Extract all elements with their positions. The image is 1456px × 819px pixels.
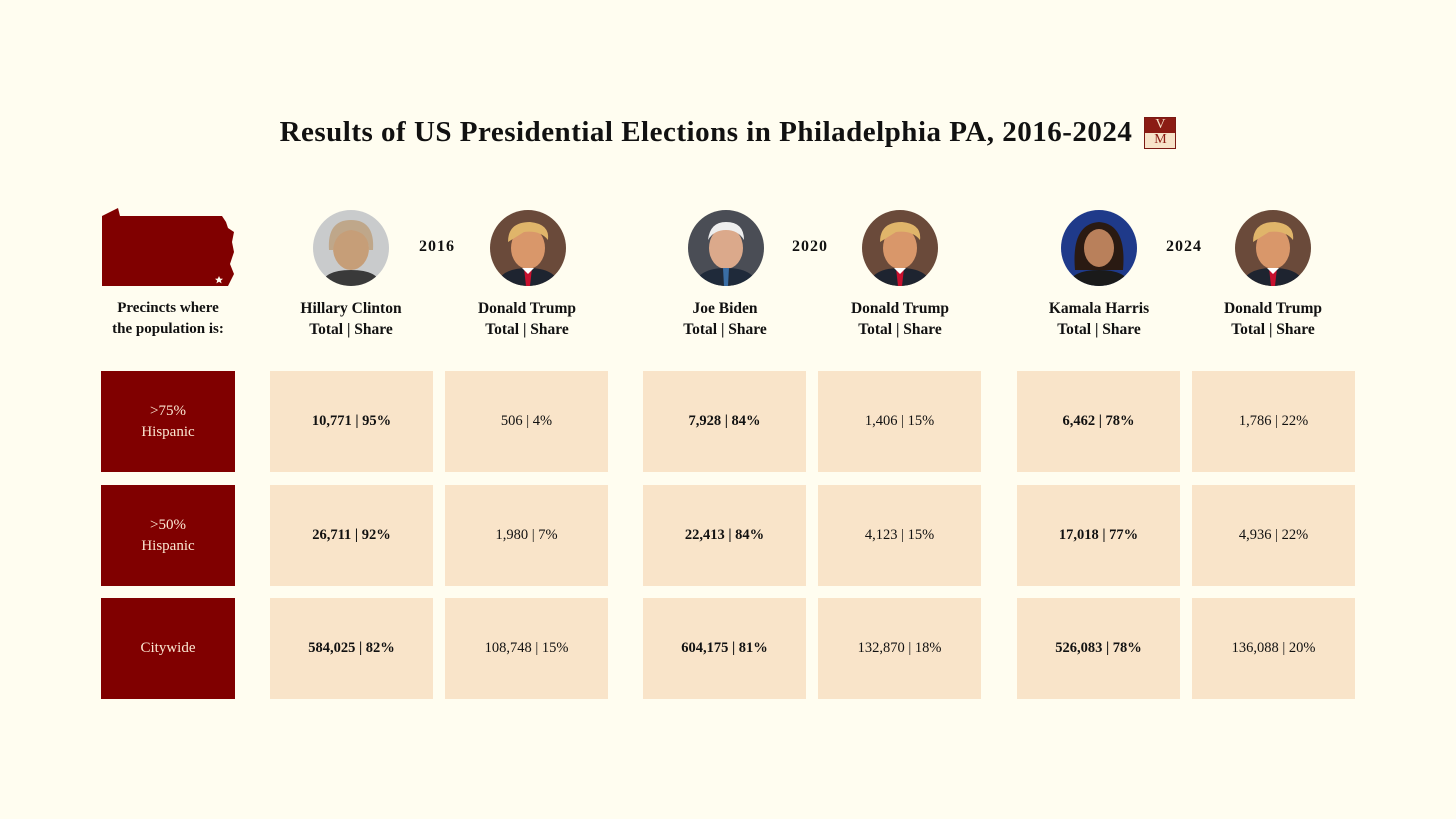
- precinct-label: Precincts where the population is:: [100, 298, 236, 340]
- data-cell: 7,928 | 84%: [643, 371, 806, 472]
- kamala-harris-portrait: [1061, 210, 1137, 286]
- data-cell: 506 | 4%: [445, 371, 608, 472]
- data-cell: 4,123 | 15%: [818, 485, 981, 586]
- data-cell: 1,786 | 22%: [1192, 371, 1355, 472]
- year-label-2024: 2024: [1166, 238, 1202, 255]
- data-cell: 132,870 | 18%: [818, 598, 981, 699]
- candidate-label: Kamala Harris Total | Share: [1018, 298, 1180, 340]
- candidate-subheader: Total | Share: [683, 321, 767, 338]
- row-label-75-hispanic: >75% Hispanic: [101, 371, 235, 472]
- donald-trump-portrait-2024: [1235, 210, 1311, 286]
- row-label-line: Citywide: [140, 640, 196, 656]
- candidate-name: Donald Trump: [477, 300, 577, 317]
- pennsylvania-map-icon: [102, 208, 234, 286]
- year-label-2016: 2016: [419, 238, 455, 255]
- row-label-line: Hispanic: [141, 537, 195, 554]
- chart-title: Results of US Presidential Elections in …: [279, 116, 1133, 148]
- precinct-label-line-1: Precincts where: [117, 300, 219, 316]
- hillary-clinton-portrait: [313, 210, 389, 286]
- candidate-subheader: Total | Share: [1057, 321, 1141, 338]
- data-cell: 26,711 | 92%: [270, 485, 433, 586]
- precinct-label-line-2: the population is:: [112, 321, 224, 337]
- row-label-50-hispanic: >50% Hispanic: [101, 485, 235, 586]
- row-label-line: Hispanic: [141, 423, 195, 440]
- logo-top-letter: V: [1145, 117, 1176, 133]
- data-cell: 4,936 | 22%: [1192, 485, 1355, 586]
- candidate-name: Kamala Harris: [1048, 300, 1150, 317]
- chart-title-row: Results of US Presidential Elections in …: [0, 116, 1456, 149]
- data-cell: 1,406 | 15%: [818, 371, 981, 472]
- candidate-name: Donald Trump: [1223, 300, 1323, 317]
- candidate-subheader: Total | Share: [858, 321, 942, 338]
- candidate-label: Donald Trump Total | Share: [1192, 298, 1354, 340]
- data-cell: 584,025 | 82%: [270, 598, 433, 699]
- candidate-name: Donald Trump: [850, 300, 950, 317]
- data-cell: 1,980 | 7%: [445, 485, 608, 586]
- data-cell: 108,748 | 15%: [445, 598, 608, 699]
- candidate-label: Hillary Clinton Total | Share: [270, 298, 432, 340]
- candidate-subheader: Total | Share: [1231, 321, 1315, 338]
- data-cell: 136,088 | 20%: [1192, 598, 1355, 699]
- data-cell: 22,413 | 84%: [643, 485, 806, 586]
- data-cell: 6,462 | 78%: [1017, 371, 1180, 472]
- data-cell: 526,083 | 78%: [1017, 598, 1180, 699]
- candidate-subheader: Total | Share: [485, 321, 569, 338]
- vm-logo: V M: [1144, 116, 1177, 149]
- candidate-name: Joe Biden: [692, 300, 758, 317]
- donald-trump-portrait-2020: [862, 210, 938, 286]
- candidate-name: Hillary Clinton: [300, 300, 402, 317]
- data-cell: 10,771 | 95%: [270, 371, 433, 472]
- year-label-2020: 2020: [792, 238, 828, 255]
- row-label-line: >50%: [150, 516, 186, 533]
- data-cell: 604,175 | 81%: [643, 598, 806, 699]
- row-label-citywide: Citywide: [101, 598, 235, 699]
- joe-biden-portrait: [688, 210, 764, 286]
- candidate-label: Donald Trump Total | Share: [446, 298, 608, 340]
- candidate-label: Joe Biden Total | Share: [644, 298, 806, 340]
- row-label-line: >75%: [150, 402, 186, 419]
- candidate-label: Donald Trump Total | Share: [819, 298, 981, 340]
- data-cell: 17,018 | 77%: [1017, 485, 1180, 586]
- logo-bottom-letter: M: [1145, 132, 1176, 148]
- candidate-subheader: Total | Share: [309, 321, 393, 338]
- donald-trump-portrait-2016: [490, 210, 566, 286]
